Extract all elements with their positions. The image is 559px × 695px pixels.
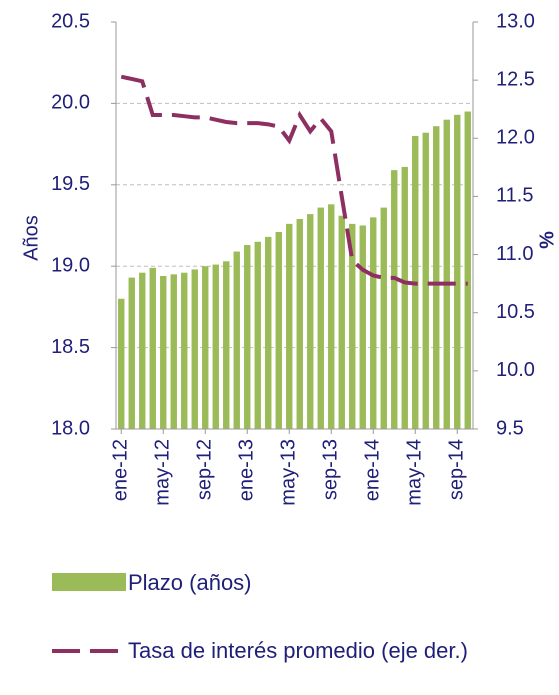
bar xyxy=(160,275,167,429)
bar xyxy=(191,269,198,429)
y2-axis-label: % xyxy=(536,231,558,249)
bar xyxy=(202,266,209,429)
bar xyxy=(275,232,282,429)
legend-label: Tasa de interés promedio (eje der.) xyxy=(128,638,468,663)
x-tick-label: sep-13 xyxy=(320,439,342,500)
bar xyxy=(401,166,408,429)
y-tick-label: 19.0 xyxy=(51,254,90,276)
bar xyxy=(118,298,125,429)
bar xyxy=(181,272,188,429)
bar xyxy=(422,132,429,430)
bar xyxy=(296,218,303,429)
bar xyxy=(338,215,345,429)
y-tick-label: 20.0 xyxy=(51,92,90,114)
bar xyxy=(391,170,398,429)
x-tick-label: may-14 xyxy=(404,439,426,506)
bar xyxy=(464,111,471,429)
bar xyxy=(212,264,219,429)
y-tick-label: 19.5 xyxy=(51,173,90,195)
y-tick-label: 18.5 xyxy=(51,336,90,358)
y2-tick-label: 12.5 xyxy=(496,68,535,90)
x-tick-label: may-12 xyxy=(152,439,174,506)
bar xyxy=(149,267,156,429)
bar xyxy=(454,114,461,430)
bar xyxy=(380,207,387,429)
x-tick-label: ene-14 xyxy=(362,439,384,501)
y2-tick-label: 11.5 xyxy=(496,185,533,207)
y-axis-label: Años xyxy=(20,215,42,261)
x-tick-label: sep-12 xyxy=(194,439,216,500)
y2-tick-label: 11.0 xyxy=(496,243,533,265)
bar xyxy=(139,272,146,429)
x-tick-label: may-13 xyxy=(278,439,300,506)
bar xyxy=(328,204,335,429)
x-tick-label: ene-12 xyxy=(110,439,132,501)
bar xyxy=(317,207,324,429)
bar xyxy=(433,126,440,429)
legend-swatch xyxy=(52,573,126,591)
y2-tick-label: 10.0 xyxy=(496,359,535,381)
y2-tick-label: 10.5 xyxy=(496,301,535,323)
bar xyxy=(233,251,240,429)
y2-tick-label: 13.0 xyxy=(496,10,535,32)
bar xyxy=(170,274,177,429)
legend-label: Plazo (años) xyxy=(128,570,252,595)
bar xyxy=(128,277,135,429)
bar xyxy=(349,223,356,429)
y2-tick-label: 9.5 xyxy=(496,417,524,439)
bar xyxy=(307,214,314,429)
y-tick-label: 18.0 xyxy=(51,417,90,439)
bar xyxy=(359,225,366,429)
bar xyxy=(244,245,251,429)
bar xyxy=(443,119,450,430)
bar xyxy=(223,261,230,429)
bar xyxy=(370,217,377,429)
bar xyxy=(265,236,272,429)
y2-tick-label: 12.0 xyxy=(496,127,535,149)
bar xyxy=(286,223,293,429)
y-tick-label: 20.5 xyxy=(51,10,90,32)
x-tick-label: sep-14 xyxy=(446,439,468,500)
bar xyxy=(254,241,261,429)
x-tick-label: ene-13 xyxy=(236,439,258,501)
line xyxy=(120,74,468,286)
